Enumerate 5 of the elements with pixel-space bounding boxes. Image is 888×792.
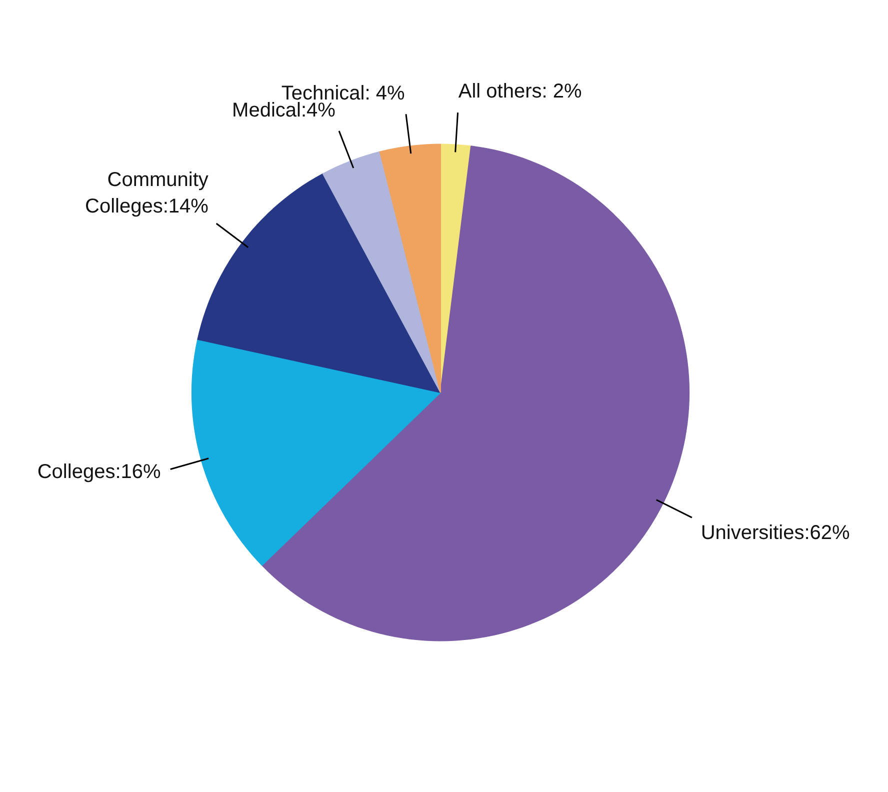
slice-label: All others: 2% [458,80,582,103]
slice-label: Colleges:16% [37,460,161,483]
slice-label: Universities:62% [700,522,850,544]
slice-label: Medical:4% [232,100,336,122]
slice-label: Community Colleges:14% [85,169,209,218]
